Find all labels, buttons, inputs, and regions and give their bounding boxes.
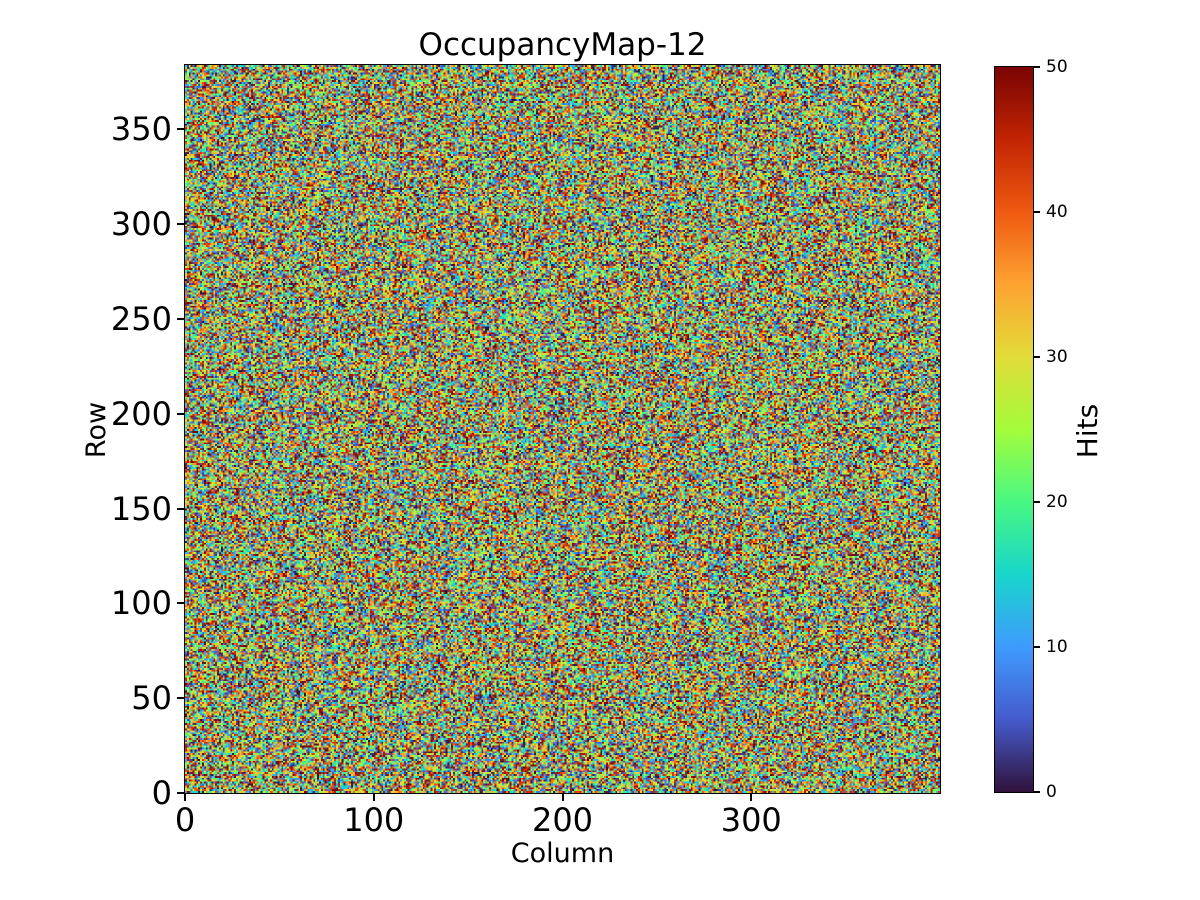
y-tick-mark [177, 128, 185, 131]
colorbar-tick-mark [1033, 66, 1040, 68]
x-tick-label: 300 [720, 801, 782, 839]
colorbar-label: Hits [1071, 403, 1104, 459]
y-tick-label: 300 [110, 205, 172, 244]
colorbar-tick-label: 50 [1046, 57, 1068, 77]
x-tick-label: 200 [531, 801, 594, 839]
colorbar-tick-label: 20 [1046, 492, 1068, 512]
y-tick-label: 250 [110, 300, 172, 339]
y-tick-label: 150 [110, 489, 172, 528]
x-tick-mark [561, 793, 564, 801]
y-tick-mark [177, 223, 185, 226]
colorbar-tick-mark [1033, 646, 1040, 648]
y-tick-mark [177, 602, 185, 605]
x-axis-label: Column [510, 838, 615, 869]
x-tick-mark [750, 793, 753, 801]
x-tick-label: 100 [343, 801, 405, 839]
y-tick-mark [177, 318, 185, 321]
y-tick-mark [177, 792, 185, 794]
colorbar-tick-mark [1033, 501, 1040, 503]
x-tick-label: 0 [174, 801, 196, 839]
y-axis-label: Row [81, 401, 112, 459]
y-tick-mark [177, 507, 185, 510]
colorbar-tick-mark [1033, 356, 1040, 358]
y-tick-mark [177, 412, 185, 415]
colorbar-tick-label: 0 [1046, 782, 1057, 802]
y-tick-label: 0 [151, 774, 172, 812]
colorbar-tick-mark [1033, 791, 1040, 793]
y-tick-label: 100 [110, 584, 172, 623]
heatmap-plot-area [184, 64, 941, 794]
y-tick-label: 350 [110, 110, 172, 149]
colorbar-tick-label: 10 [1046, 637, 1068, 657]
colorbar-gradient [995, 67, 1033, 792]
x-tick-mark [372, 793, 375, 801]
y-tick-mark [177, 697, 185, 700]
colorbar-tick-mark [1033, 211, 1040, 213]
y-tick-label: 200 [110, 394, 172, 433]
x-tick-mark [184, 793, 186, 801]
heatmap-canvas [185, 65, 940, 793]
colorbar-tick-label: 40 [1046, 202, 1068, 222]
chart-title: OccupancyMap-12 [418, 27, 707, 63]
y-tick-label: 50 [131, 679, 172, 718]
colorbar-tick-label: 30 [1046, 347, 1068, 367]
colorbar [994, 66, 1034, 793]
